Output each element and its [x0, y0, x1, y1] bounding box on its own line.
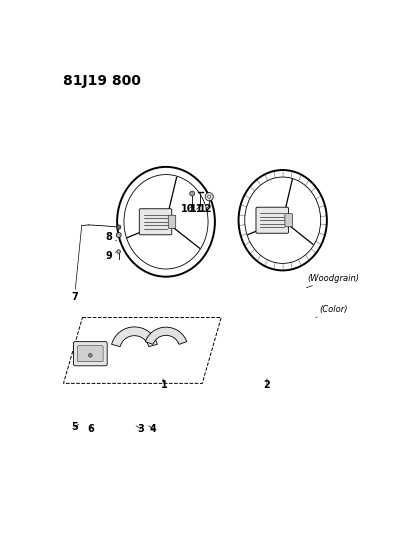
FancyBboxPatch shape: [77, 346, 103, 362]
Wedge shape: [112, 327, 158, 346]
Wedge shape: [145, 327, 187, 344]
Text: (Color): (Color): [316, 305, 348, 318]
Circle shape: [190, 191, 195, 196]
FancyBboxPatch shape: [168, 215, 176, 228]
Text: 5: 5: [71, 422, 79, 432]
Text: 7: 7: [71, 225, 82, 302]
Text: 8: 8: [106, 232, 116, 243]
Text: 6: 6: [87, 424, 94, 434]
FancyBboxPatch shape: [256, 207, 289, 233]
Text: 4: 4: [149, 424, 157, 434]
Circle shape: [208, 195, 211, 198]
Circle shape: [116, 225, 121, 229]
Text: (Woodgrain): (Woodgrain): [306, 274, 359, 288]
Circle shape: [205, 192, 213, 201]
Text: 81J19 800: 81J19 800: [63, 74, 141, 88]
Text: 11: 11: [190, 204, 204, 214]
FancyBboxPatch shape: [73, 342, 107, 366]
Text: 2: 2: [264, 378, 270, 390]
Text: 9: 9: [106, 251, 116, 261]
Text: 3: 3: [136, 424, 144, 434]
Text: 10: 10: [182, 204, 195, 214]
Circle shape: [116, 232, 121, 238]
Text: 12: 12: [199, 204, 212, 214]
Circle shape: [117, 250, 120, 254]
FancyBboxPatch shape: [285, 214, 293, 227]
FancyBboxPatch shape: [139, 209, 172, 235]
Circle shape: [88, 353, 92, 357]
Text: 1: 1: [161, 378, 168, 390]
